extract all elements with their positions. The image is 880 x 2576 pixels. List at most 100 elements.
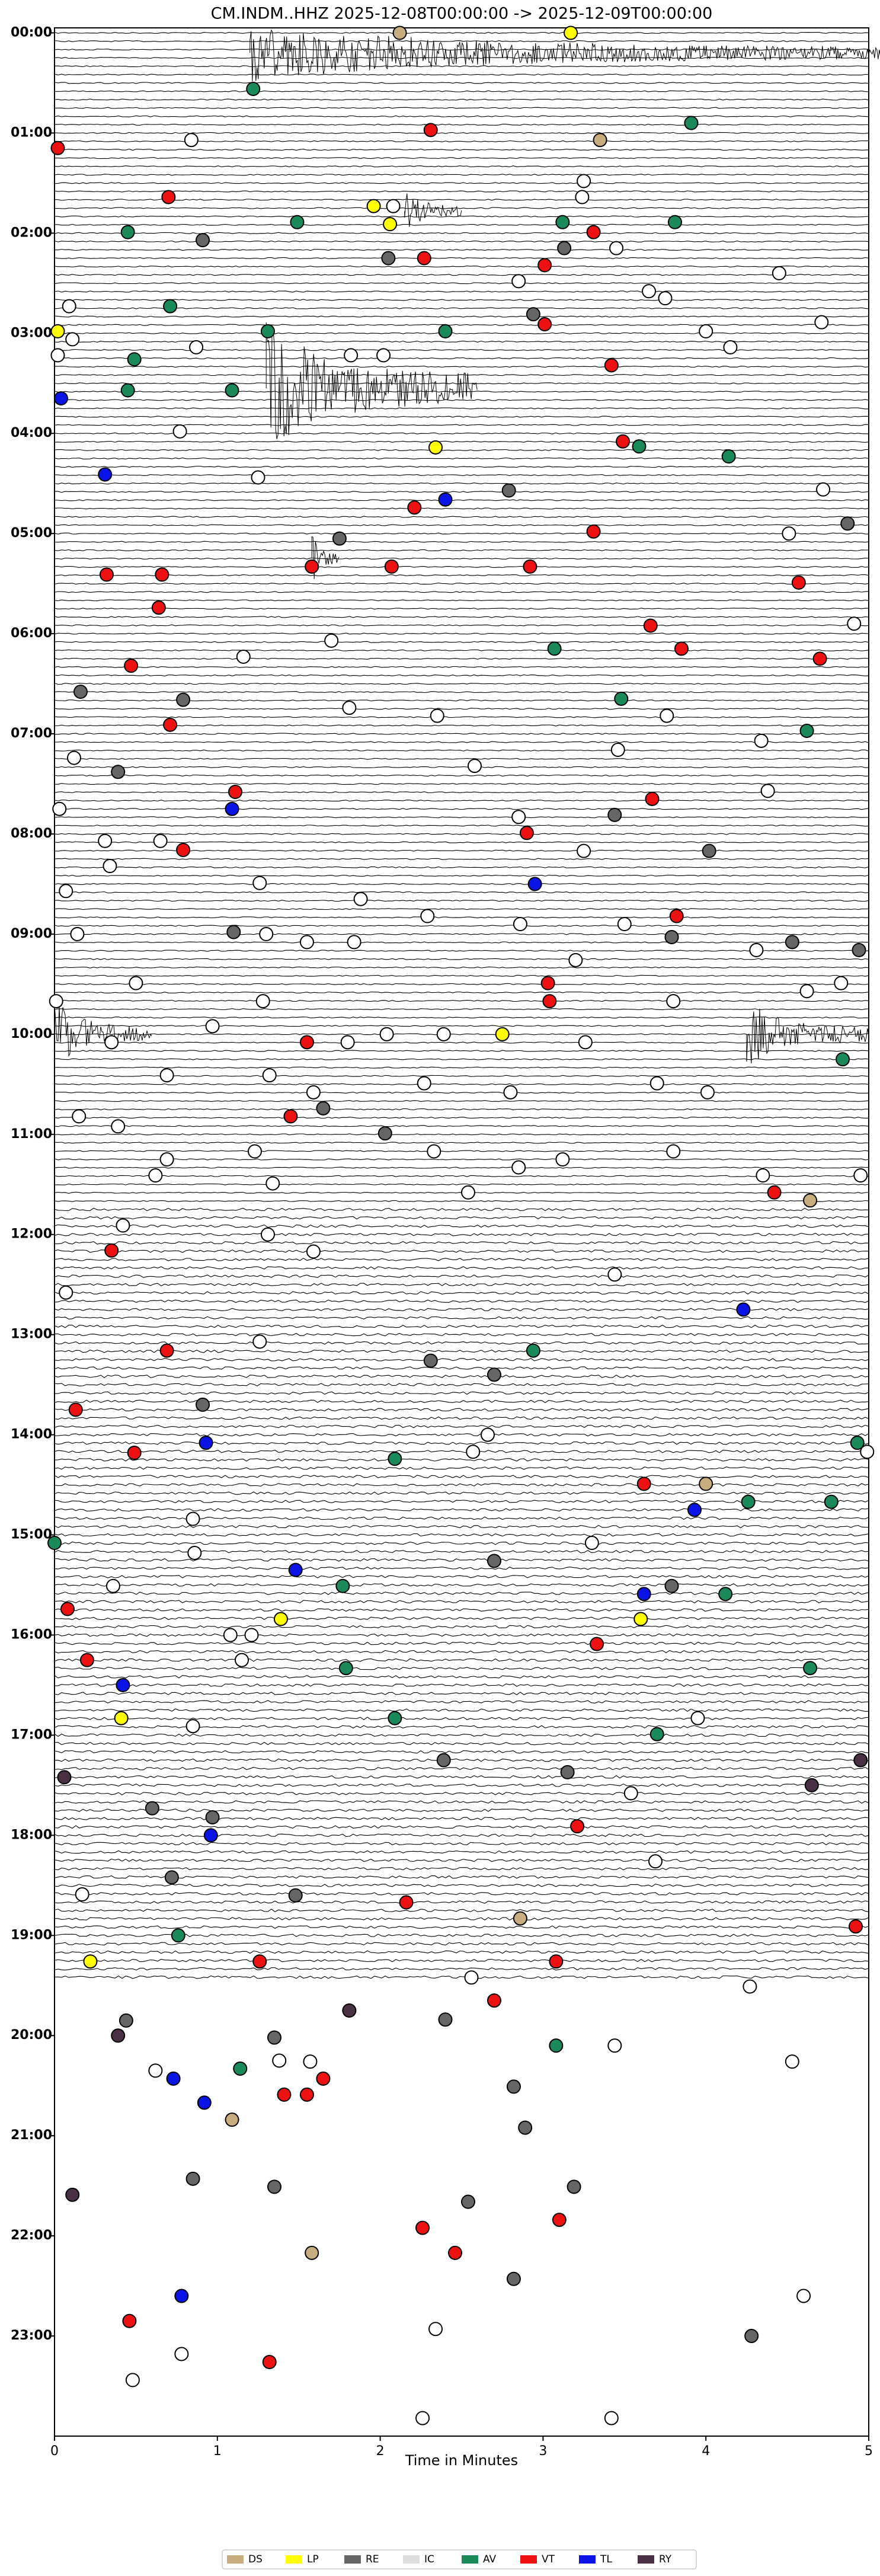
y-tick-label: 16:00 <box>11 1627 52 1642</box>
trace <box>54 866 869 868</box>
trace <box>54 1867 869 1871</box>
trace <box>54 1792 869 1795</box>
event-marker <box>305 2245 319 2260</box>
event-marker <box>741 1494 756 1509</box>
trace <box>54 908 869 910</box>
trace <box>54 974 869 977</box>
trace <box>54 1733 869 1737</box>
trace <box>54 1017 869 1019</box>
trace <box>54 1375 869 1378</box>
legend-label: VT <box>542 2553 555 2565</box>
event-marker <box>233 2061 248 2076</box>
event-marker <box>197 2095 212 2110</box>
trace <box>54 1892 869 1896</box>
trace <box>54 1450 869 1453</box>
trace <box>54 1391 869 1395</box>
trace <box>54 583 869 585</box>
event-marker <box>495 1027 510 1041</box>
event-marker <box>860 1444 875 1459</box>
event-marker <box>174 2289 189 2303</box>
trace <box>54 1349 869 1353</box>
trace <box>54 657 869 660</box>
event-marker <box>642 284 657 299</box>
event-marker <box>116 1218 130 1233</box>
trace-burst <box>404 193 462 227</box>
event-marker <box>578 1035 593 1050</box>
trace <box>54 1366 869 1370</box>
event-marker <box>754 733 769 748</box>
event-marker <box>342 2003 357 2018</box>
event-marker <box>116 1677 130 1692</box>
y-tick-label: 19:00 <box>11 1928 52 1942</box>
event-marker <box>649 1076 664 1091</box>
event-marker <box>236 649 251 664</box>
event-marker <box>185 1511 200 1526</box>
trace <box>54 941 869 944</box>
event-marker <box>549 2038 564 2053</box>
trace <box>54 1549 869 1554</box>
event-marker <box>159 1068 174 1083</box>
trace <box>54 1667 869 1670</box>
event-marker <box>129 976 143 990</box>
event-marker <box>767 1185 782 1200</box>
trace <box>54 1917 869 1920</box>
event-marker <box>119 2013 133 2028</box>
trace <box>54 1933 869 1938</box>
trace <box>54 1100 869 1102</box>
event-marker <box>480 1427 495 1442</box>
event-marker <box>636 1587 651 1602</box>
trace <box>54 90 869 92</box>
event-marker <box>736 1302 751 1317</box>
event-marker <box>244 1628 259 1642</box>
trace <box>54 57 869 59</box>
event-marker <box>607 2038 622 2053</box>
trace <box>54 1383 869 1386</box>
event-marker <box>633 1612 648 1626</box>
x-tick-label: 0 <box>50 2444 59 2459</box>
event-marker <box>849 1919 863 1934</box>
y-tick-label: 22:00 <box>11 2228 52 2243</box>
trace <box>54 591 869 593</box>
event-marker <box>223 1628 238 1642</box>
event-marker <box>614 691 629 706</box>
trace <box>54 1784 869 1787</box>
y-tick-label: 17:00 <box>11 1727 52 1742</box>
trace <box>54 257 869 260</box>
event-marker <box>399 1895 414 1910</box>
event-marker <box>384 559 399 574</box>
event-marker <box>353 891 368 906</box>
event-marker <box>840 516 855 531</box>
trace <box>54 624 869 627</box>
trace <box>54 73 869 76</box>
event-marker <box>487 1367 501 1382</box>
trace <box>54 1524 869 1529</box>
event-marker <box>645 791 660 806</box>
event-marker <box>340 1035 355 1050</box>
legend-frame <box>222 2549 697 2569</box>
trace <box>54 1625 869 1629</box>
event-marker <box>702 843 716 858</box>
trace <box>54 549 869 551</box>
event-marker <box>420 909 435 923</box>
event-marker <box>148 2063 163 2078</box>
trace <box>54 666 869 668</box>
trace <box>54 1483 869 1487</box>
event-marker <box>721 449 736 464</box>
trace <box>54 1975 869 1979</box>
trace <box>54 1358 869 1361</box>
event-marker <box>164 1870 179 1885</box>
event-marker <box>148 1168 163 1183</box>
event-marker <box>816 482 831 497</box>
event-marker <box>111 2028 126 2043</box>
trace <box>54 1399 869 1404</box>
trace <box>54 916 869 919</box>
trace <box>54 891 869 894</box>
trace <box>54 465 869 468</box>
trace <box>54 1541 869 1545</box>
legend-swatch <box>638 2555 654 2564</box>
event-marker <box>248 1144 263 1159</box>
event-marker <box>438 324 453 338</box>
event-marker <box>66 750 81 765</box>
trace <box>54 182 869 184</box>
